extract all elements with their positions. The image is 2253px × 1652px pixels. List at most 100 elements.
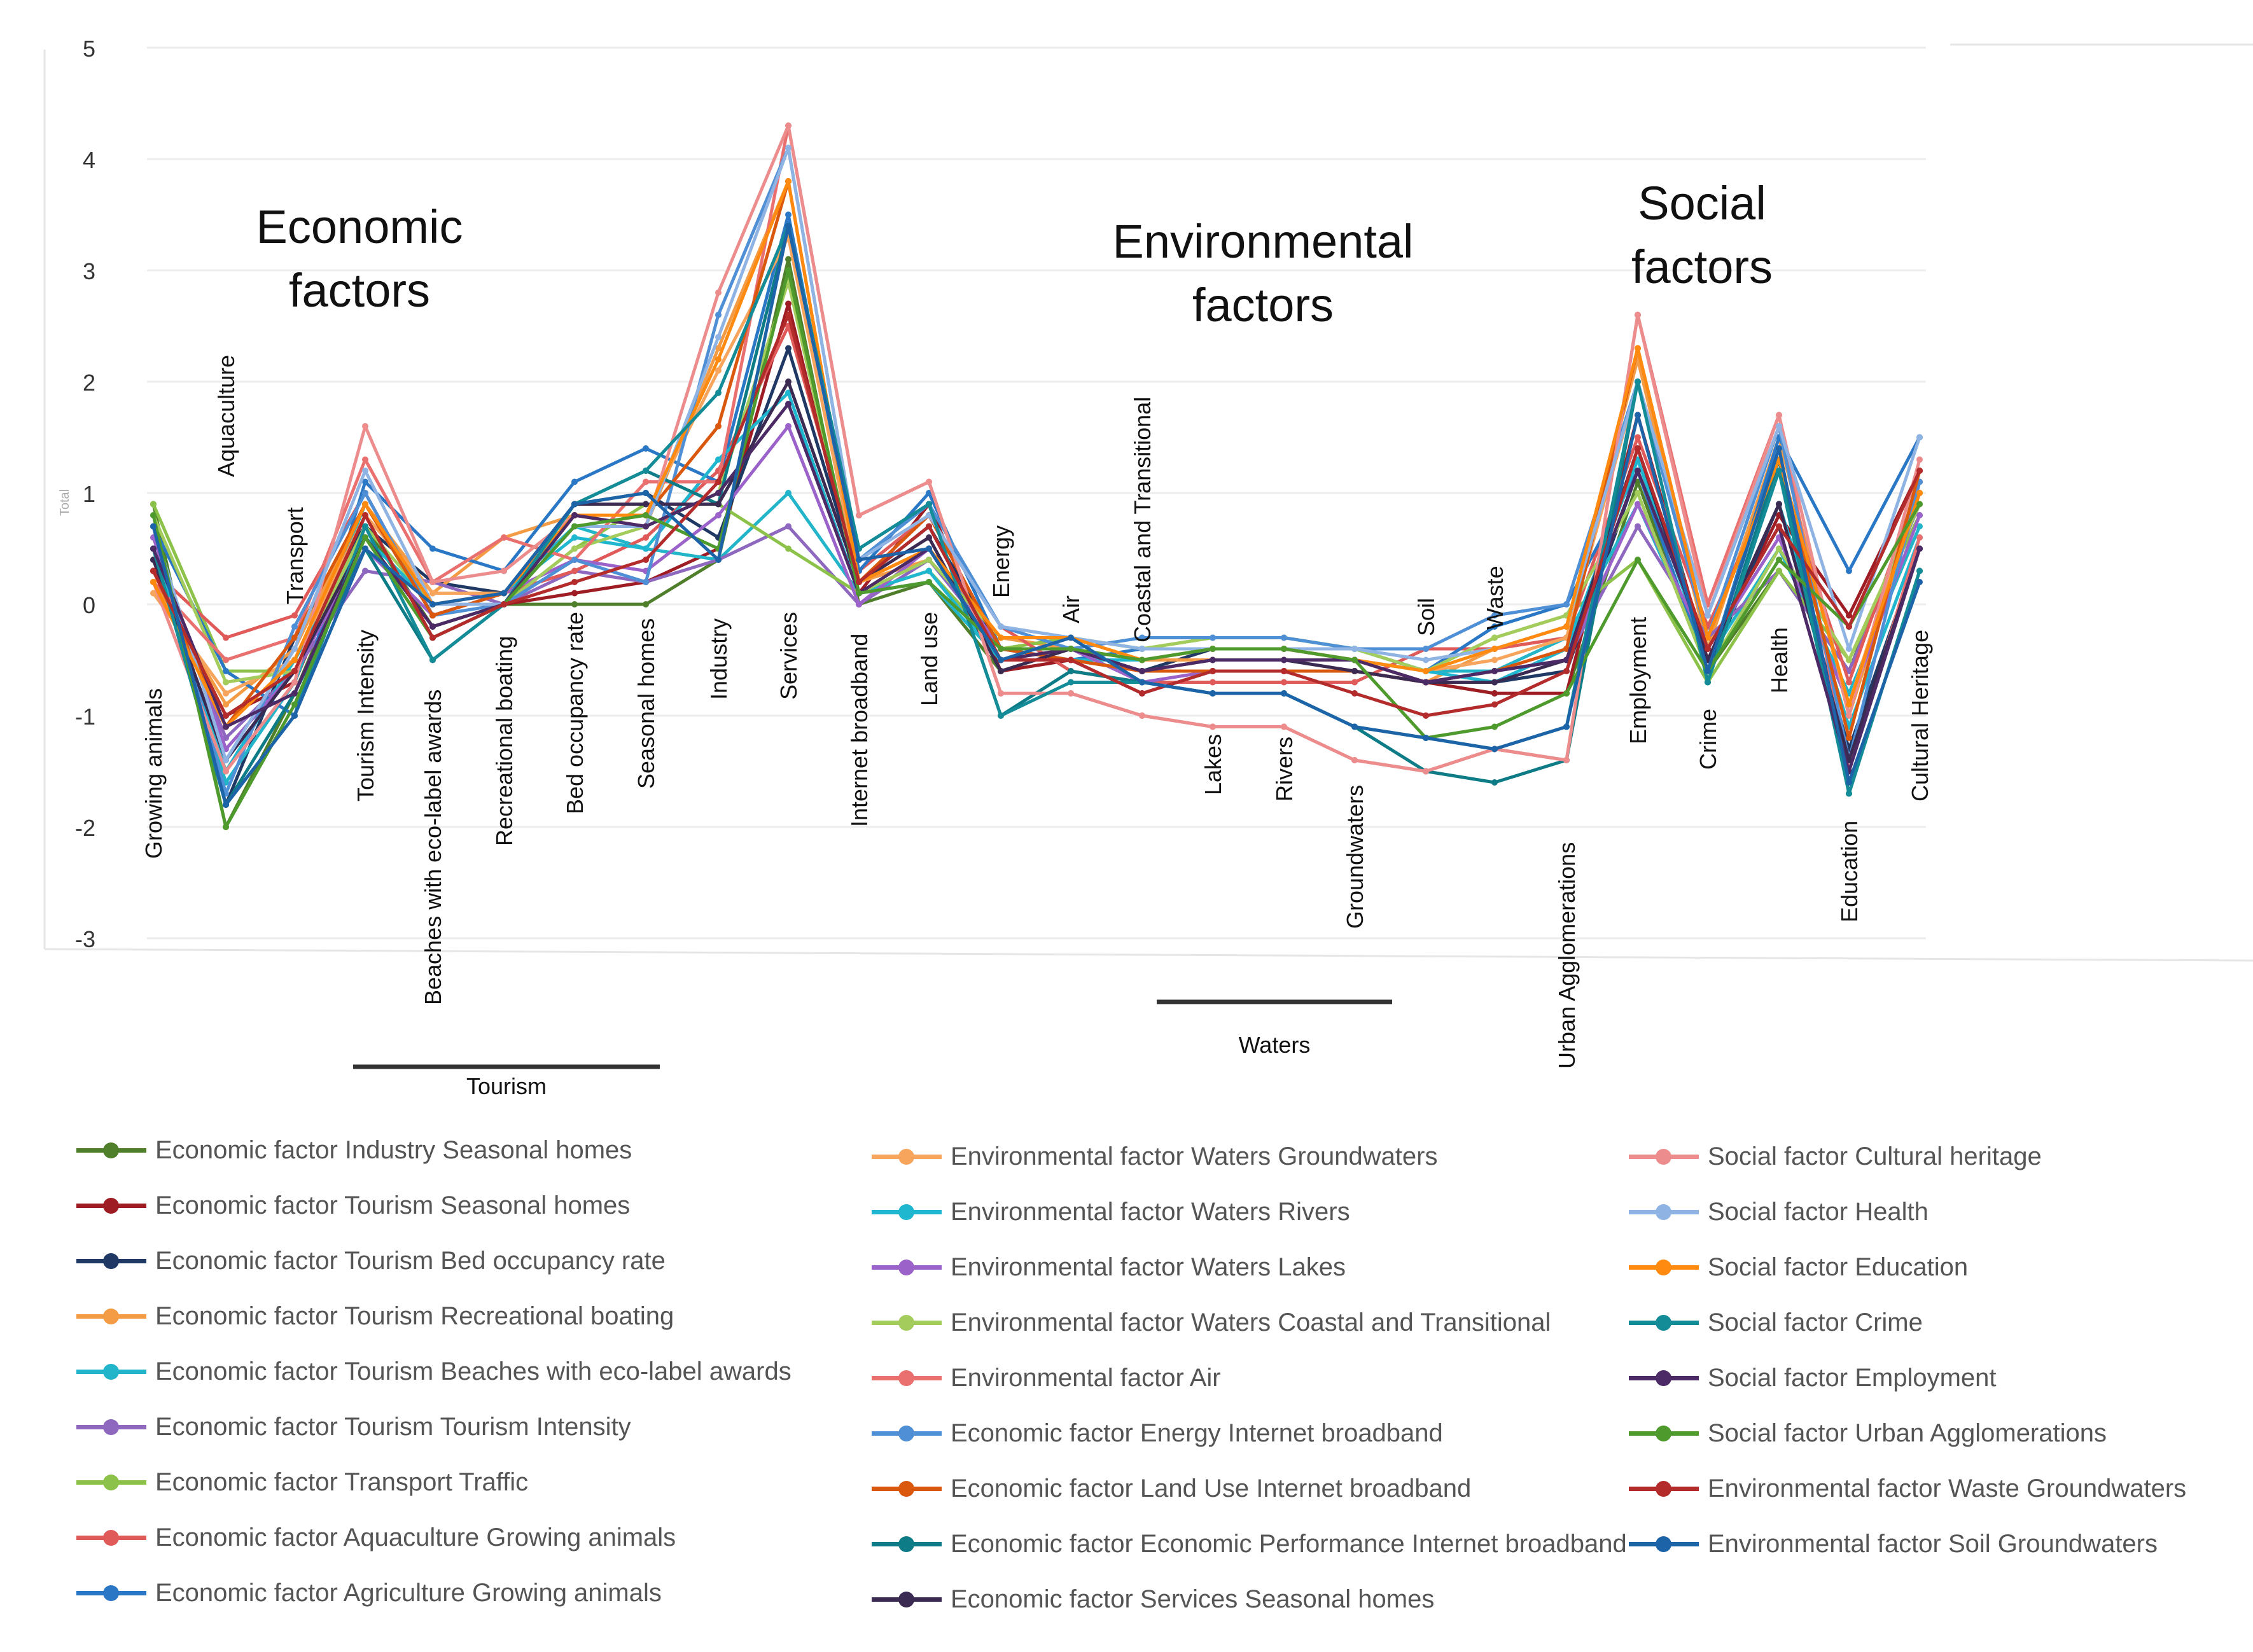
data-point (1210, 679, 1216, 686)
data-point (643, 557, 649, 563)
legend-swatch (872, 1525, 942, 1563)
data-point (1846, 623, 1852, 630)
data-point (1916, 567, 1923, 574)
data-point (1846, 735, 1852, 741)
data-point (501, 601, 507, 607)
data-point (1705, 646, 1711, 652)
category-label: Recreational boating (491, 636, 517, 846)
data-point (1491, 623, 1498, 630)
data-point (1139, 634, 1145, 641)
data-point (223, 768, 229, 775)
data-point (785, 267, 792, 274)
data-point (1423, 679, 1429, 686)
legend-swatch (76, 1352, 146, 1391)
data-point (1776, 423, 1782, 429)
data-point (1281, 634, 1287, 641)
legend-item: Economic factor Agriculture Growing anim… (76, 1574, 662, 1612)
data-point (150, 512, 157, 518)
group-header: factors (1631, 240, 1773, 293)
category-labels: Growing animals Aquaculture Transport Touri… (141, 355, 1933, 1069)
data-point (643, 601, 649, 607)
category-label: Services (776, 612, 802, 700)
data-point (362, 478, 368, 485)
data-point (643, 579, 649, 585)
legend-item: Environmental factor Waters Coastal and … (872, 1303, 1551, 1342)
data-point (1635, 501, 1641, 508)
legend-swatch (872, 1580, 942, 1618)
category-label: Soil (1413, 598, 1439, 636)
data-point (926, 579, 932, 585)
data-point (715, 478, 722, 485)
legend-swatch (76, 1186, 146, 1225)
data-point (1423, 668, 1429, 674)
data-point (1139, 712, 1145, 719)
legend-label: Social factor Urban Agglomerations (1708, 1419, 2107, 1447)
group-header: factors (289, 264, 430, 317)
data-point (1351, 690, 1358, 697)
category-label: Air (1058, 595, 1084, 623)
legend-swatch (872, 1137, 942, 1176)
data-point (1846, 712, 1852, 719)
data-point (1423, 768, 1429, 775)
legend-label: Economic factor Land Use Internet broadb… (951, 1474, 1472, 1503)
data-point (362, 423, 368, 429)
legend-label: Economic factor Tourism Beaches with eco… (155, 1357, 792, 1385)
data-point (362, 456, 368, 463)
data-point (1491, 679, 1498, 686)
data-point (715, 312, 722, 318)
data-point (998, 668, 1004, 674)
bracket-label: Waters (1239, 1032, 1311, 1058)
data-point (1210, 634, 1216, 641)
category-label: Energy (988, 525, 1014, 598)
data-point (715, 456, 722, 463)
data-point (785, 256, 792, 263)
legend-swatch (872, 1248, 942, 1286)
legend-label: Economic factor Tourism Tourism Intensit… (155, 1412, 631, 1441)
data-point (715, 501, 722, 508)
data-point (1281, 679, 1287, 686)
category-label: Industry (706, 618, 732, 700)
legend-item: Environmental factor Soil Groundwaters (1629, 1525, 2158, 1563)
data-point (429, 590, 436, 597)
legend-item: Environmental factor Air (872, 1359, 1221, 1397)
data-point (362, 468, 368, 474)
legend-item: Economic factor Tourism Recreational boa… (76, 1297, 674, 1335)
legend-item: Social factor Crime (1629, 1303, 1923, 1342)
data-point (926, 501, 932, 508)
series-line (151, 146, 1922, 762)
data-point (1635, 468, 1641, 474)
data-point (501, 567, 507, 574)
data-point (785, 490, 792, 496)
legend-label: Economic factor Agriculture Growing anim… (155, 1578, 662, 1607)
legend-swatch (1629, 1469, 1699, 1508)
data-point (926, 545, 932, 552)
legend-item: Economic factor Tourism Tourism Intensit… (76, 1408, 631, 1446)
data-point (1916, 534, 1923, 541)
legend-label: Economic factor Economic Performance Int… (951, 1529, 1627, 1558)
y-tick-label: -2 (75, 815, 95, 841)
data-point (291, 656, 298, 663)
data-point (429, 634, 436, 641)
legend-swatch (76, 1574, 146, 1612)
data-point (429, 656, 436, 663)
group-brackets: Tourism Waters (353, 999, 1392, 1099)
data-point (926, 478, 932, 485)
data-point (571, 478, 578, 485)
legend-item: Economic factor Tourism Bed occupancy ra… (76, 1242, 666, 1280)
data-point (291, 690, 298, 697)
data-point (1281, 656, 1287, 663)
data-point (571, 534, 578, 541)
data-point (785, 378, 792, 385)
data-point (785, 122, 792, 129)
data-point (1916, 434, 1923, 441)
data-point (501, 534, 507, 541)
data-point (856, 579, 862, 585)
legend-label: Economic factor Industry Seasonal homes (155, 1135, 632, 1164)
data-point (1563, 601, 1570, 607)
group-header: Environmental (1112, 215, 1413, 268)
legend-item: Social factor Cultural heritage (1629, 1137, 2042, 1176)
data-point (1635, 412, 1641, 419)
data-point (291, 646, 298, 652)
data-point (785, 144, 792, 151)
